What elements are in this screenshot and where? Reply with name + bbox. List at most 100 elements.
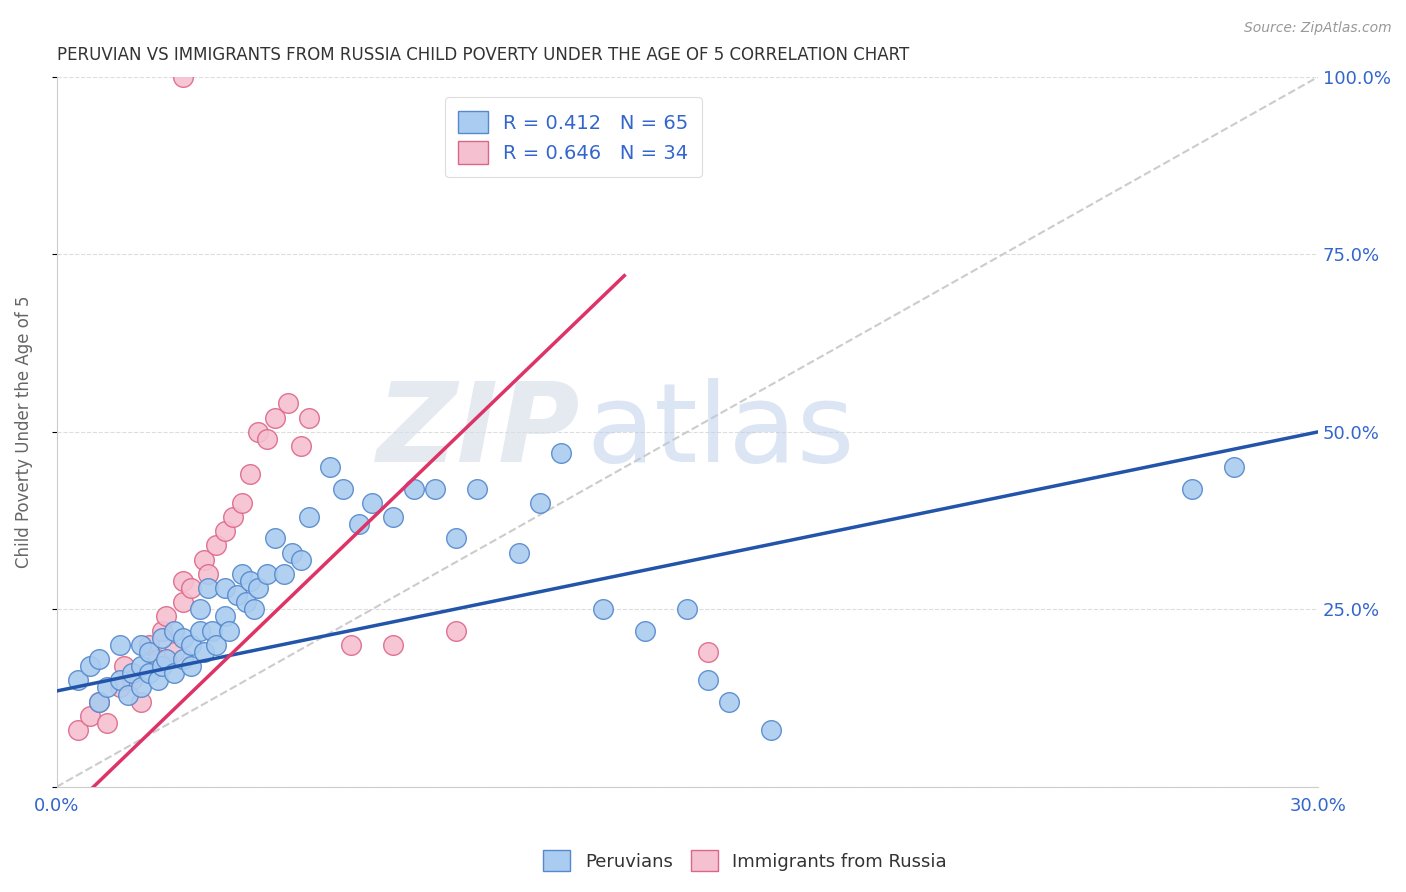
Point [108,681,131,695]
Point [218,624,240,638]
Text: PERUVIAN VS IMMIGRANTS FROM RUSSIA CHILD POVERTY UNDER THE AGE OF 5 CORRELATION : PERUVIAN VS IMMIGRANTS FROM RUSSIA CHILD… [56,46,908,64]
Point [256,432,278,446]
Point [150,659,173,673]
Point [264,532,287,546]
Point [188,624,211,638]
Point [188,602,211,616]
Point [163,645,186,659]
Point [444,532,467,546]
Point [444,624,467,638]
Point [121,673,143,688]
Point [112,659,135,673]
Point [465,482,488,496]
Legend: Peruvians, Immigrants from Russia: Peruvians, Immigrants from Russia [536,843,955,879]
Text: Source: ZipAtlas.com: Source: ZipAtlas.com [1244,21,1392,35]
Point [172,652,194,666]
Point [634,624,657,638]
Point [382,638,405,652]
Point [1223,460,1246,475]
Point [592,602,614,616]
Point [121,666,143,681]
Point [298,510,321,524]
Point [382,510,405,524]
Point [676,602,699,616]
Point [172,631,194,645]
Point [508,545,530,559]
Point [231,566,253,581]
Point [231,496,253,510]
Point [108,673,131,688]
Text: ZIP: ZIP [377,378,581,485]
Point [96,681,118,695]
Point [361,496,384,510]
Point [138,638,160,652]
Point [66,673,89,688]
Point [264,410,287,425]
Point [247,581,270,595]
Point [193,552,215,566]
Point [129,681,152,695]
Point [87,695,110,709]
Point [349,517,371,532]
Point [239,467,262,482]
Point [79,659,101,673]
Point [87,695,110,709]
Point [697,673,720,688]
Point [205,538,228,552]
Point [298,410,321,425]
Point [117,688,139,702]
Point [172,595,194,609]
Point [277,396,299,410]
Point [197,581,219,595]
Point [66,723,89,737]
Point [180,659,202,673]
Point [180,581,202,595]
Point [273,566,295,581]
Point [108,638,131,652]
Point [129,695,152,709]
Point [256,566,278,581]
Point [180,638,202,652]
Point [197,566,219,581]
Point [423,482,446,496]
Point [761,723,783,737]
Point [1181,482,1204,496]
Point [402,482,425,496]
Point [340,638,363,652]
Point [129,638,152,652]
Point [96,715,118,730]
Point [529,496,551,510]
Point [247,425,270,439]
Point [146,652,169,666]
Point [319,460,342,475]
Point [201,624,224,638]
Point [163,624,186,638]
Point [214,609,236,624]
Legend: R = 0.412   N = 65, R = 0.646   N = 34: R = 0.412 N = 65, R = 0.646 N = 34 [444,97,702,178]
Point [193,645,215,659]
Point [155,609,177,624]
Point [163,666,186,681]
Point [129,659,152,673]
Point [235,595,257,609]
Point [226,588,249,602]
Point [222,510,245,524]
Point [172,70,194,84]
Point [290,439,312,453]
Point [87,652,110,666]
Point [550,446,572,460]
Point [281,545,304,559]
Point [205,638,228,652]
Text: atlas: atlas [586,378,855,485]
Point [697,645,720,659]
Point [214,581,236,595]
Point [155,652,177,666]
Point [146,673,169,688]
Y-axis label: Child Poverty Under the Age of 5: Child Poverty Under the Age of 5 [15,295,32,568]
Point [243,602,266,616]
Point [332,482,354,496]
Point [239,574,262,588]
Point [718,695,741,709]
Point [150,624,173,638]
Point [172,574,194,588]
